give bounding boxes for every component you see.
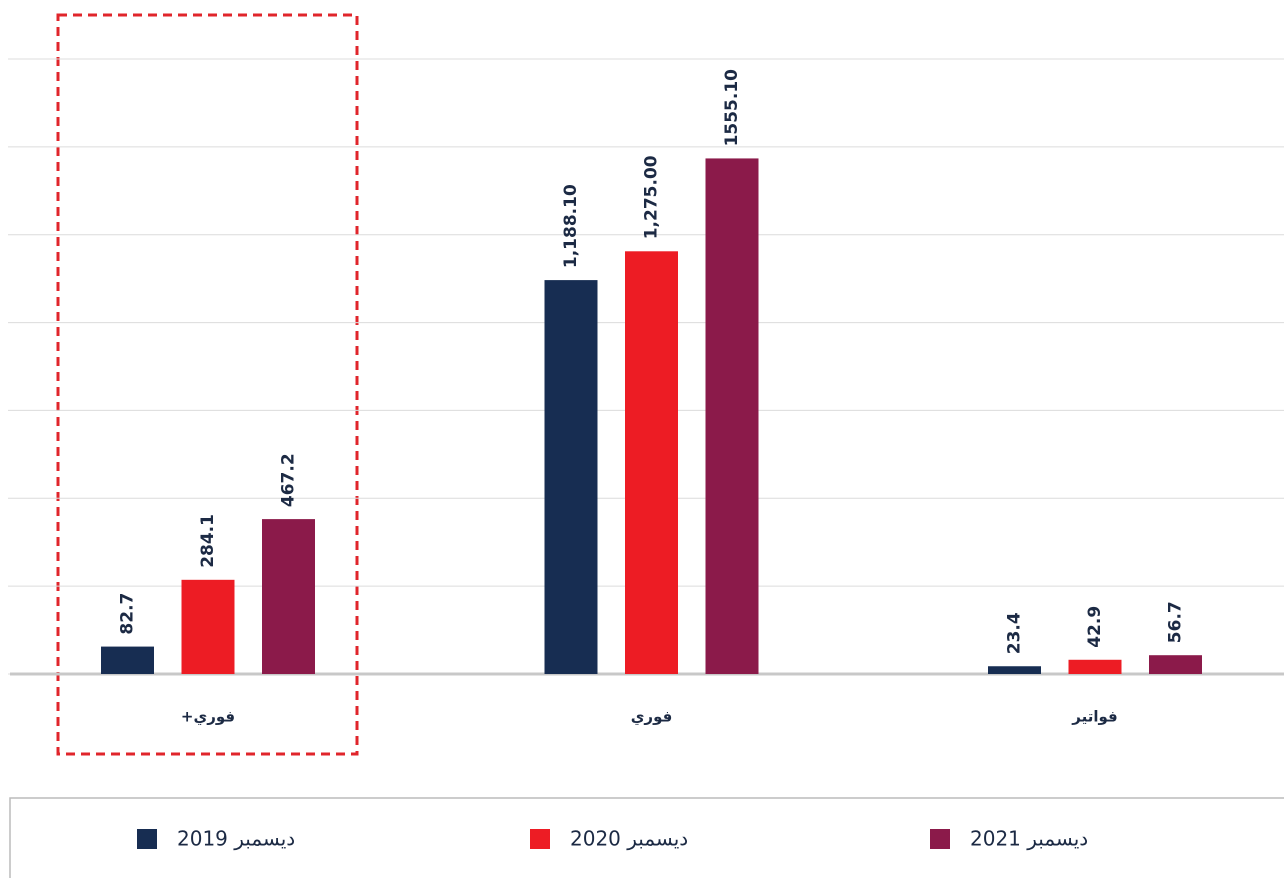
bar [1149, 655, 1202, 674]
value-label: 467.2 [279, 453, 299, 507]
x-tick-label: فوري [631, 708, 673, 727]
legend-box [9, 797, 1284, 878]
bar [625, 251, 678, 674]
bar [181, 579, 235, 674]
bar [705, 158, 759, 675]
highlight-box [56, 13, 359, 756]
bar [262, 519, 315, 674]
legend-label: ديسمبر 2021 [970, 827, 1088, 851]
bar [1068, 659, 1122, 674]
value-label: 56.7 [1166, 601, 1186, 643]
legend-swatch [930, 829, 950, 849]
value-label: 42.9 [1085, 606, 1105, 648]
legend-label: ديسمبر 2019 [177, 827, 295, 851]
value-label: 1,188.10 [561, 184, 581, 268]
x-tick-label: فواتير [1071, 708, 1117, 726]
bar [544, 280, 598, 674]
value-label: 82.7 [118, 593, 138, 635]
x-tick-label: فوري+ [181, 708, 235, 727]
bar [988, 666, 1041, 674]
value-label: 284.1 [198, 514, 218, 568]
legend-swatch [137, 829, 157, 849]
legend-label: ديسمبر 2020 [570, 827, 688, 851]
value-label: 1,275.00 [642, 155, 662, 239]
value-label: 23.4 [1005, 612, 1025, 654]
bar [101, 646, 154, 674]
value-label: 1555.10 [722, 69, 742, 147]
legend-swatch [530, 829, 550, 849]
